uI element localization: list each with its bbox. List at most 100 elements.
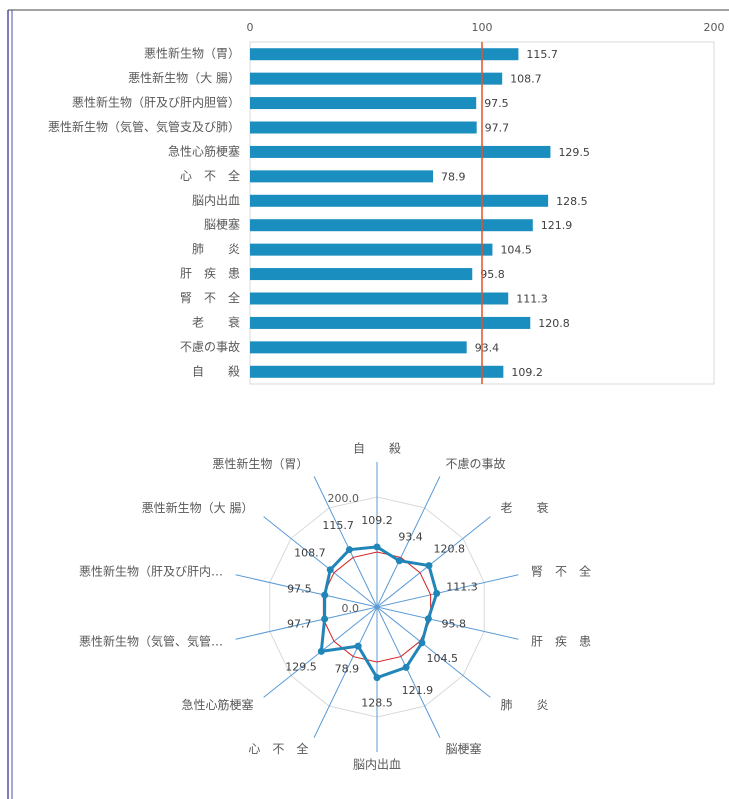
value-label: 93.4 xyxy=(398,530,423,543)
data-point xyxy=(321,591,329,599)
data-line xyxy=(319,545,439,680)
value-label: 95.8 xyxy=(480,268,505,281)
category-label: 腎 不 全 xyxy=(531,563,591,578)
bar xyxy=(250,268,473,281)
data-point xyxy=(373,674,381,682)
category-label: 急性心筋梗塞 xyxy=(168,143,240,158)
category-label: 老 衰 xyxy=(192,314,240,329)
category-label: 老 衰 xyxy=(501,500,549,515)
spoke xyxy=(376,606,491,698)
value-label: 115.7 xyxy=(526,48,558,61)
value-label: 108.7 xyxy=(294,547,326,560)
category-label: 心 不 全 xyxy=(180,168,240,183)
value-label: 129.5 xyxy=(558,146,590,159)
category-label: 悪性新生物（気管、気管支及び肺） xyxy=(48,119,240,134)
spoke xyxy=(376,476,441,608)
data-point xyxy=(418,639,426,647)
bar xyxy=(250,121,477,134)
value-label: 129.5 xyxy=(285,661,317,674)
category-label: 肝 疾 患 xyxy=(180,266,240,281)
category-label: 自 殺 xyxy=(353,442,401,456)
x-tick-label: 100 xyxy=(472,21,493,34)
value-label: 97.5 xyxy=(287,582,312,595)
category-label: 悪性新生物（肝及び肝内胆管） xyxy=(72,95,240,110)
category-label: 脳内出血 xyxy=(192,193,240,207)
value-label: 115.7 xyxy=(322,519,354,532)
category-label: 悪性新生物（気管、気管… xyxy=(79,634,223,649)
category-label: 肺 炎 xyxy=(192,242,240,256)
value-label: 109.2 xyxy=(361,514,393,527)
bar xyxy=(250,316,531,329)
value-label: 111.3 xyxy=(516,293,548,306)
category-label: 悪性新生物（胃） xyxy=(144,46,240,61)
data-point xyxy=(433,589,441,597)
category-label: 自 殺 xyxy=(192,364,240,378)
category-label: 悪性新生物（肝及び肝内… xyxy=(79,563,223,578)
category-label: 悪性新生物（大 腸） xyxy=(142,500,254,515)
value-label: 108.7 xyxy=(510,73,541,86)
category-label: 不慮の事故 xyxy=(446,456,506,471)
bar xyxy=(250,170,434,183)
data-point xyxy=(317,647,325,655)
category-label: 脳梗塞 xyxy=(446,741,482,756)
reference-ring xyxy=(322,551,432,663)
data-point xyxy=(424,615,432,623)
value-label: 78.9 xyxy=(441,170,466,183)
value-label: 111.3 xyxy=(446,581,478,594)
data-point xyxy=(373,543,381,551)
spoke xyxy=(235,574,378,608)
data-point xyxy=(395,557,403,565)
value-label: 97.5 xyxy=(484,97,509,110)
category-label: 悪性新生物（大 腸） xyxy=(128,70,240,85)
data-point xyxy=(354,642,362,650)
value-label: 128.5 xyxy=(361,697,393,710)
value-label: 78.9 xyxy=(335,663,360,676)
value-label: 104.5 xyxy=(500,244,532,257)
bar xyxy=(250,48,519,61)
spoke xyxy=(376,574,519,608)
value-label: 97.7 xyxy=(485,122,510,135)
spoke xyxy=(313,476,378,608)
category-label: 悪性新生物（胃） xyxy=(212,456,308,471)
x-tick-label: 200 xyxy=(704,21,725,34)
bar xyxy=(250,145,551,158)
category-label: 肝 疾 患 xyxy=(531,634,591,649)
spoke xyxy=(376,606,441,738)
value-label: 109.2 xyxy=(511,366,543,379)
category-label: 急性心筋梗塞 xyxy=(181,697,253,712)
value-label: 128.5 xyxy=(556,195,588,208)
spoke xyxy=(235,606,378,640)
category-label: 心 不 全 xyxy=(248,741,308,756)
data-point xyxy=(402,663,410,671)
bar xyxy=(250,194,549,207)
data-point xyxy=(321,615,329,623)
value-label: 121.9 xyxy=(402,684,434,697)
value-label: 95.8 xyxy=(441,618,466,631)
bar xyxy=(250,341,467,354)
category-label: 不慮の事故 xyxy=(180,339,240,354)
bar xyxy=(250,243,493,256)
value-label: 120.8 xyxy=(434,542,466,555)
spoke xyxy=(313,606,378,738)
value-label: 97.7 xyxy=(287,618,312,631)
bar xyxy=(250,219,533,232)
data-point xyxy=(345,546,353,554)
value-label: 121.9 xyxy=(541,219,573,232)
value-label: 104.5 xyxy=(427,652,459,665)
data-point xyxy=(326,566,334,574)
bar xyxy=(250,365,504,378)
bar xyxy=(250,292,509,305)
spoke xyxy=(376,516,491,608)
value-label: 93.4 xyxy=(475,341,500,354)
value-label: 120.8 xyxy=(538,317,570,330)
r-tick-label: 200.0 xyxy=(328,492,360,505)
category-label: 腎 不 全 xyxy=(180,290,240,305)
x-tick-label: 0 xyxy=(247,21,254,34)
spoke xyxy=(376,606,519,640)
r-tick-label: 0.0 xyxy=(342,602,360,615)
category-label: 肺 炎 xyxy=(501,698,549,712)
spoke xyxy=(263,516,378,608)
category-label: 脳内出血 xyxy=(353,758,401,772)
data-point xyxy=(425,562,433,570)
